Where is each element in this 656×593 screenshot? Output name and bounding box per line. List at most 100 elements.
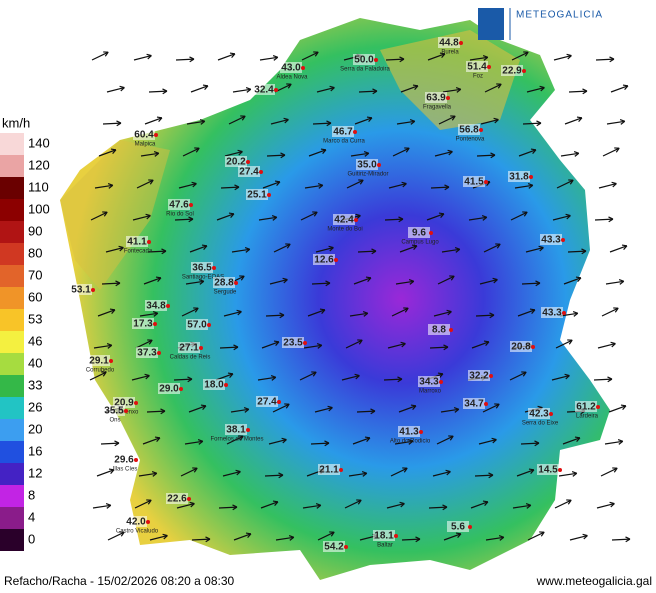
legend-swatch — [0, 133, 24, 155]
wind-arrow-head — [354, 373, 360, 380]
wind-arrow-head — [534, 440, 540, 447]
wind-arrow-head — [144, 373, 150, 380]
legend-swatch — [0, 221, 24, 243]
station-value: 41.5 — [464, 177, 484, 188]
wind-arrow-head — [618, 279, 625, 285]
wind-arrow — [401, 538, 421, 541]
wind-arrow — [426, 213, 445, 221]
station-value: 18.0 — [204, 380, 224, 391]
legend-label: 70 — [28, 267, 42, 282]
wind-arrow — [468, 216, 487, 221]
wind-arrow — [184, 440, 203, 445]
station-name: Monte do Boi — [327, 227, 362, 233]
wind-arrow — [190, 85, 209, 93]
galicia-coast-north — [380, 30, 520, 130]
wind-arrow — [357, 250, 377, 253]
wind-arrow — [398, 405, 417, 413]
wind-arrow — [316, 86, 335, 93]
wind-arrow-head — [619, 119, 626, 125]
wind-arrow-head — [494, 403, 500, 409]
station-dot — [157, 351, 161, 355]
wind-arrow — [301, 51, 319, 61]
wind-arrow-head — [400, 341, 406, 348]
wind-arrow — [391, 307, 409, 317]
legend-swatch — [0, 419, 24, 441]
station-name: Guitiriz-Mirador — [347, 172, 388, 178]
station-dot — [91, 288, 95, 292]
station-label-bg — [353, 54, 375, 65]
station-value: 42.0 — [126, 517, 146, 528]
station-label-bg — [408, 227, 430, 238]
wind-arrow — [567, 250, 587, 253]
wind-arrow-head — [240, 115, 246, 121]
station-label-bg — [373, 530, 395, 541]
wind-arrow-head — [279, 312, 285, 319]
wind-arrows — [89, 51, 631, 543]
wind-arrow — [273, 243, 291, 253]
wind-arrow-head — [227, 372, 234, 378]
wind-arrow — [485, 536, 504, 541]
wind-arrow — [384, 218, 404, 221]
station-dot — [484, 402, 488, 406]
wind-arrow — [353, 277, 372, 285]
wind-arrow — [436, 435, 454, 445]
wind-arrow — [527, 531, 545, 541]
footer-url: www.meteogalicia.gal — [536, 574, 652, 588]
station-dot — [274, 88, 278, 92]
wind-arrow-head — [576, 116, 583, 122]
wind-arrow-head — [539, 85, 545, 92]
wind-arrow-head — [608, 216, 614, 223]
station-value: 35.0 — [357, 160, 377, 171]
station-value: 5.6 — [451, 522, 465, 533]
wind-arrow — [517, 309, 536, 317]
wind-arrow — [191, 538, 211, 541]
station-value: 37.3 — [137, 348, 157, 359]
wind-arrow-head — [625, 536, 631, 543]
wind-arrow-head — [311, 371, 317, 377]
wind-arrow-head — [200, 404, 207, 410]
station-dot — [154, 133, 158, 137]
station-dot — [267, 193, 271, 197]
station-value: 54.2 — [324, 542, 344, 553]
wind-arrow — [345, 339, 363, 349]
wind-arrow — [317, 531, 335, 541]
wind-arrow-head — [161, 248, 167, 255]
wind-arrow-head — [284, 403, 290, 409]
legend-label: 110 — [28, 179, 49, 194]
wind-arrow-head — [152, 311, 159, 317]
station-dot — [489, 374, 493, 378]
wind-arrow — [510, 211, 528, 221]
station-name: Illas Cíes — [113, 467, 138, 473]
wind-arrow-head — [568, 179, 574, 185]
station-dot — [199, 346, 203, 350]
wind-arrow-head — [528, 468, 535, 474]
station-name: Pontenova — [456, 137, 485, 143]
wind-arrow-head — [525, 503, 532, 509]
wind-arrow — [275, 536, 294, 541]
legend-swatch — [0, 485, 24, 507]
wind-arrow — [147, 250, 167, 253]
station-value: 28.8 — [214, 278, 234, 289]
wind-arrow-head — [271, 215, 278, 221]
wind-arrow — [220, 186, 240, 189]
wind-arrow-head — [187, 376, 193, 383]
station-value: 61.2 — [576, 402, 596, 413]
station-label-bg — [158, 383, 180, 394]
station-dot — [189, 203, 193, 207]
station-dot — [124, 409, 128, 413]
wind-arrow-head — [482, 55, 489, 61]
wind-arrow-head — [197, 439, 204, 445]
wind-arrow — [558, 472, 577, 477]
station-label-bg — [203, 379, 225, 390]
wind-arrow — [432, 470, 451, 477]
wind-arrow — [440, 408, 459, 413]
wind-arrow-head — [329, 85, 335, 92]
wind-arrow — [383, 378, 403, 381]
wind-arrow-head — [148, 179, 154, 185]
station-dot — [596, 405, 600, 409]
wind-arrow-head — [410, 404, 417, 410]
station-value: 20.8 — [511, 342, 531, 353]
legend-swatch — [0, 397, 24, 419]
station-name: Santiago-EOAS — [182, 275, 224, 281]
